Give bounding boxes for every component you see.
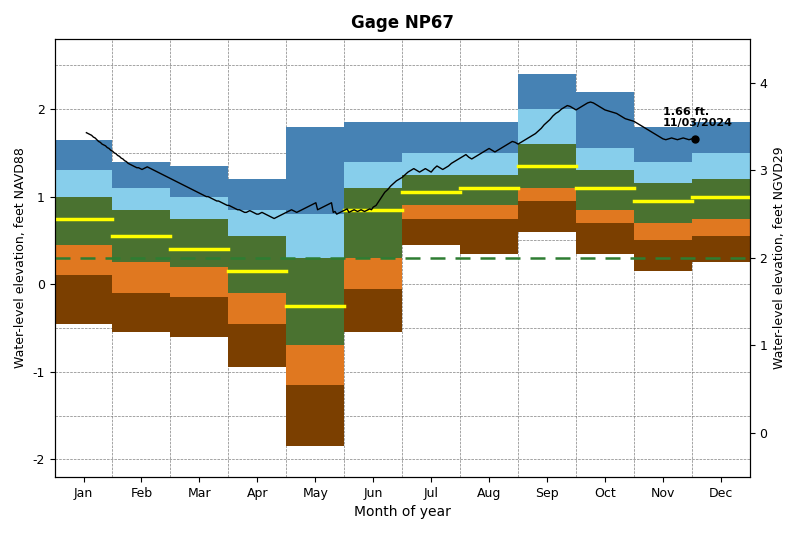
Bar <box>576 149 634 171</box>
Bar <box>286 126 344 214</box>
Bar <box>344 161 402 188</box>
Bar <box>402 205 460 219</box>
X-axis label: Month of year: Month of year <box>354 505 450 519</box>
Bar <box>286 214 344 258</box>
Bar <box>576 171 634 210</box>
Bar <box>170 219 228 266</box>
Bar <box>518 188 576 201</box>
Bar <box>518 74 576 109</box>
Bar <box>344 188 402 258</box>
Bar <box>692 236 750 262</box>
Bar <box>228 210 286 236</box>
Bar <box>54 140 113 171</box>
Bar <box>402 122 460 153</box>
Bar <box>692 219 750 236</box>
Bar <box>228 179 286 210</box>
Bar <box>460 122 518 153</box>
Bar <box>170 197 228 219</box>
Bar <box>113 161 170 188</box>
Bar <box>692 122 750 153</box>
Bar <box>634 223 692 240</box>
Y-axis label: Water-level elevation, feet NAVD88: Water-level elevation, feet NAVD88 <box>14 148 27 368</box>
Bar <box>286 258 344 345</box>
Bar <box>518 201 576 232</box>
Bar <box>634 240 692 271</box>
Bar <box>286 385 344 446</box>
Bar <box>402 153 460 175</box>
Bar <box>518 109 576 144</box>
Bar <box>634 183 692 223</box>
Bar <box>54 276 113 324</box>
Bar <box>113 262 170 293</box>
Y-axis label: Water-level elevation, feet NGVD29: Water-level elevation, feet NGVD29 <box>773 147 786 369</box>
Bar <box>54 197 113 245</box>
Bar <box>576 92 634 149</box>
Bar <box>634 161 692 183</box>
Bar <box>460 205 518 219</box>
Bar <box>576 223 634 254</box>
Bar <box>692 153 750 179</box>
Bar <box>170 266 228 297</box>
Bar <box>344 258 402 288</box>
Bar <box>518 144 576 188</box>
Bar <box>460 219 518 254</box>
Bar <box>460 153 518 175</box>
Bar <box>344 288 402 333</box>
Bar <box>54 171 113 197</box>
Bar <box>344 122 402 161</box>
Title: Gage NP67: Gage NP67 <box>350 14 454 32</box>
Bar <box>228 324 286 367</box>
Bar <box>228 293 286 324</box>
Text: 1.66 ft.
11/03/2024: 1.66 ft. 11/03/2024 <box>663 107 733 128</box>
Bar <box>113 293 170 333</box>
Bar <box>576 210 634 223</box>
Bar <box>113 210 170 262</box>
Bar <box>170 297 228 337</box>
Bar <box>54 245 113 276</box>
Bar <box>228 236 286 293</box>
Bar <box>460 175 518 205</box>
Bar <box>286 345 344 385</box>
Point <box>688 134 701 143</box>
Bar <box>402 219 460 245</box>
Bar <box>402 175 460 205</box>
Bar <box>113 188 170 210</box>
Bar <box>692 179 750 219</box>
Bar <box>634 126 692 161</box>
Bar <box>170 166 228 197</box>
